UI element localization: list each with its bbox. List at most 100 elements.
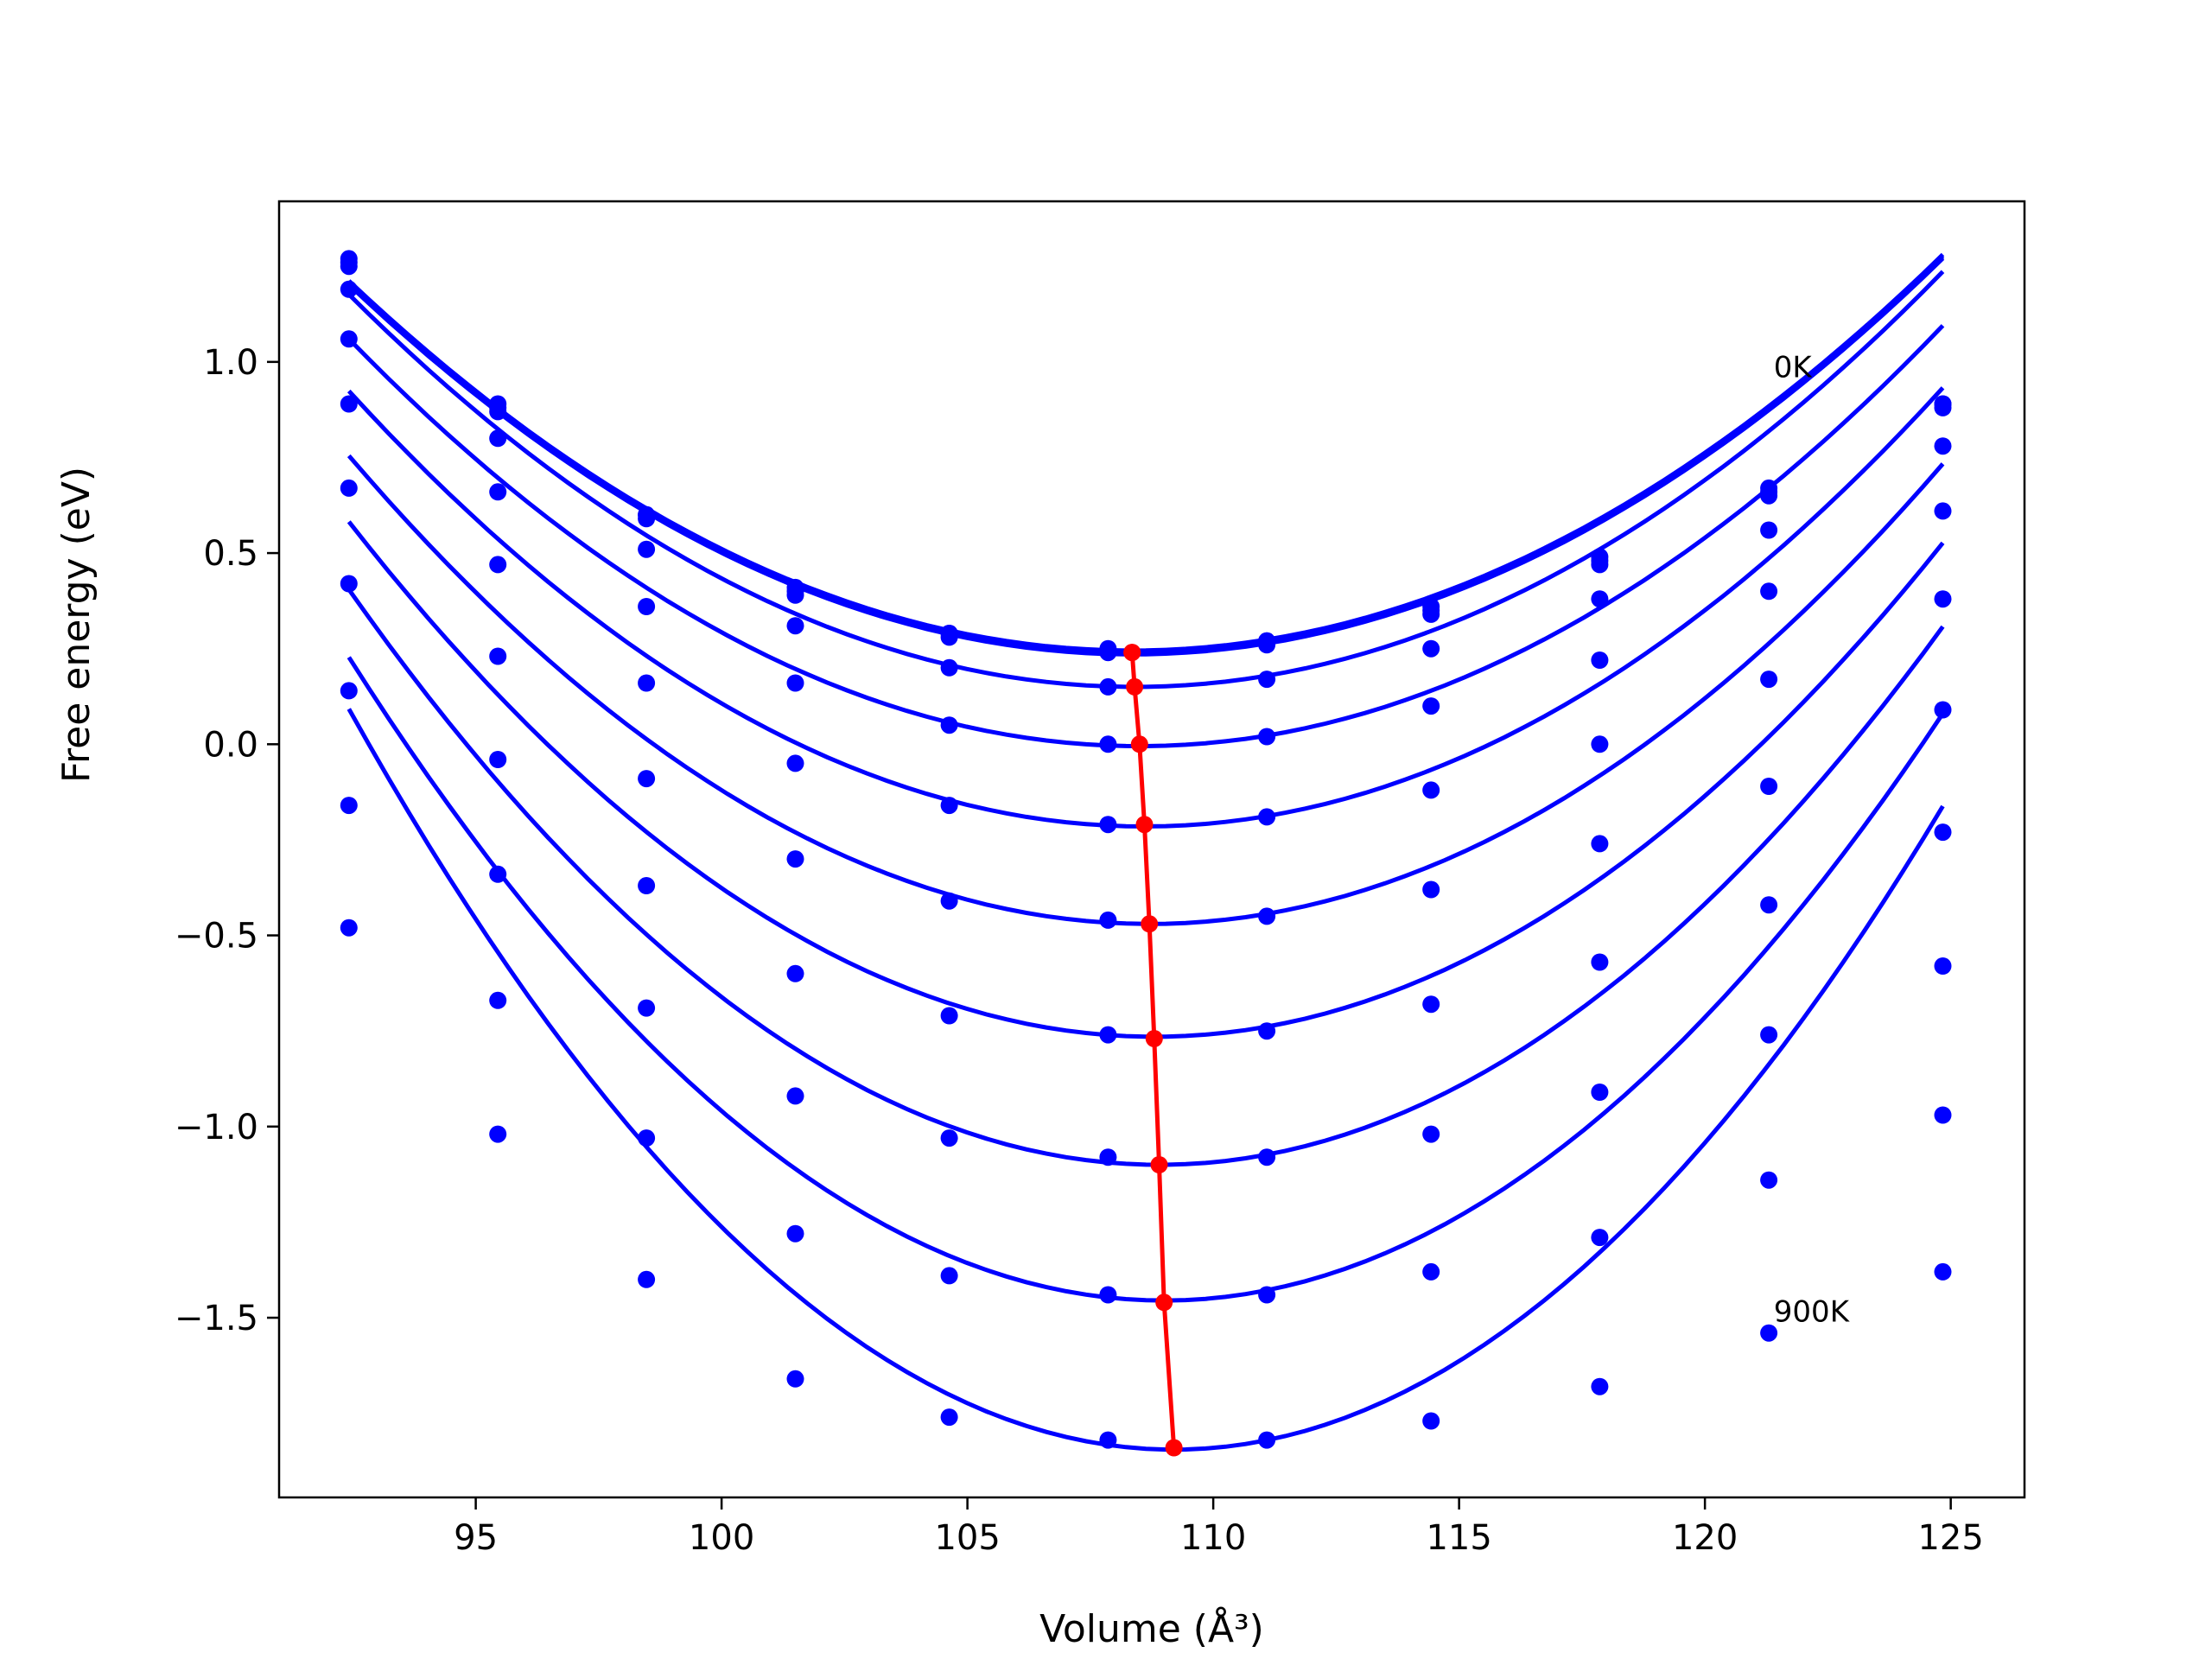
y-tick-label: −0.5	[175, 917, 258, 957]
y-axis-label: Free energy (eV)	[54, 467, 99, 783]
data-point	[940, 1408, 958, 1427]
data-point	[1422, 880, 1440, 899]
points-layer	[340, 250, 1952, 1449]
minimum-point	[1141, 915, 1159, 933]
data-point	[940, 1007, 958, 1025]
data-point	[638, 598, 656, 615]
data-point	[1422, 1125, 1440, 1143]
y-tick-label: 0.5	[203, 534, 258, 574]
data-point	[489, 751, 507, 768]
curve-3	[347, 270, 1945, 690]
data-point	[940, 797, 958, 815]
data-point	[638, 770, 656, 788]
data-point	[1099, 1148, 1117, 1166]
data-point	[1934, 1262, 1952, 1281]
data-point	[1422, 781, 1440, 799]
data-point	[1591, 556, 1609, 574]
annotation-label: 0K	[1774, 351, 1814, 385]
data-point	[638, 999, 656, 1017]
data-point	[489, 556, 507, 574]
data-point	[340, 797, 358, 815]
data-point	[340, 918, 358, 937]
data-point	[1258, 728, 1276, 746]
x-tick-label: 115	[1426, 1518, 1491, 1558]
data-point	[489, 429, 507, 448]
minimum-point	[1135, 816, 1154, 834]
data-point	[1422, 1262, 1440, 1281]
curve-9	[346, 656, 1945, 1303]
data-point	[786, 1370, 804, 1388]
x-tick-label: 95	[454, 1518, 498, 1558]
data-point	[1591, 590, 1609, 608]
data-point	[1099, 816, 1117, 834]
curves-layer	[346, 252, 1945, 1452]
data-point	[1258, 1022, 1276, 1040]
data-point	[340, 257, 358, 276]
data-point	[638, 877, 656, 894]
data-point	[1099, 1026, 1117, 1044]
data-point	[1422, 605, 1440, 623]
data-point	[1258, 907, 1276, 925]
data-point	[1934, 437, 1952, 455]
y-tick-label: −1.5	[175, 1299, 258, 1338]
data-point	[786, 617, 804, 635]
x-axis-label: Volume (Å³)	[1039, 1605, 1264, 1651]
data-point	[1258, 636, 1276, 654]
data-point	[638, 510, 656, 528]
y-tick-label: −1.0	[175, 1108, 258, 1147]
data-point	[1258, 1286, 1276, 1304]
minimum-line-layer	[1123, 644, 1183, 1457]
data-point	[786, 964, 804, 982]
data-point	[1760, 521, 1778, 539]
data-point	[1934, 1106, 1952, 1124]
data-point	[1099, 1431, 1117, 1449]
minimum-point	[1145, 1030, 1163, 1047]
data-point	[1934, 701, 1952, 719]
x-tick-label: 125	[1917, 1518, 1983, 1558]
data-point	[489, 403, 507, 421]
x-tick-label: 105	[934, 1518, 1000, 1558]
data-point	[1591, 1229, 1609, 1247]
data-point	[1760, 1324, 1778, 1342]
curve-8	[346, 588, 1945, 1167]
data-point	[340, 395, 358, 413]
x-axis-ticks: 95 100 105 110 115 120 125	[454, 1497, 1984, 1558]
data-point	[1934, 502, 1952, 520]
data-point	[1099, 735, 1117, 753]
annotations-layer: 0K 900K	[1774, 351, 1851, 1330]
y-tick-label: 1.0	[203, 343, 258, 383]
minimum-point	[1165, 1439, 1183, 1457]
data-point	[1591, 1084, 1609, 1101]
data-point	[1422, 697, 1440, 715]
data-point	[340, 682, 358, 700]
data-point	[1760, 1171, 1778, 1189]
minimum-point	[1123, 644, 1141, 662]
data-point	[1422, 639, 1440, 658]
data-point	[1591, 953, 1609, 971]
data-point	[1934, 957, 1952, 975]
x-tick-label: 100	[689, 1518, 754, 1558]
curve-2	[347, 257, 1945, 657]
curve-10	[346, 708, 1945, 1452]
data-point	[1258, 1431, 1276, 1449]
data-point	[1591, 652, 1609, 669]
data-point	[1934, 590, 1952, 608]
data-point	[638, 674, 656, 692]
data-point	[489, 865, 507, 883]
data-point	[1422, 1412, 1440, 1430]
data-point	[940, 1267, 958, 1285]
data-point	[1760, 778, 1778, 795]
data-point	[1591, 735, 1609, 753]
data-point	[786, 674, 804, 692]
x-tick-label: 120	[1672, 1518, 1738, 1558]
data-point	[786, 1224, 804, 1243]
data-point	[786, 1087, 804, 1105]
annotation-label: 900K	[1774, 1295, 1851, 1330]
minimum-point	[1150, 1156, 1168, 1173]
data-point	[340, 330, 358, 348]
data-point	[940, 658, 958, 677]
data-point	[1099, 911, 1117, 929]
x-tick-label: 110	[1180, 1518, 1246, 1558]
data-point	[489, 991, 507, 1009]
data-point	[1591, 835, 1609, 853]
